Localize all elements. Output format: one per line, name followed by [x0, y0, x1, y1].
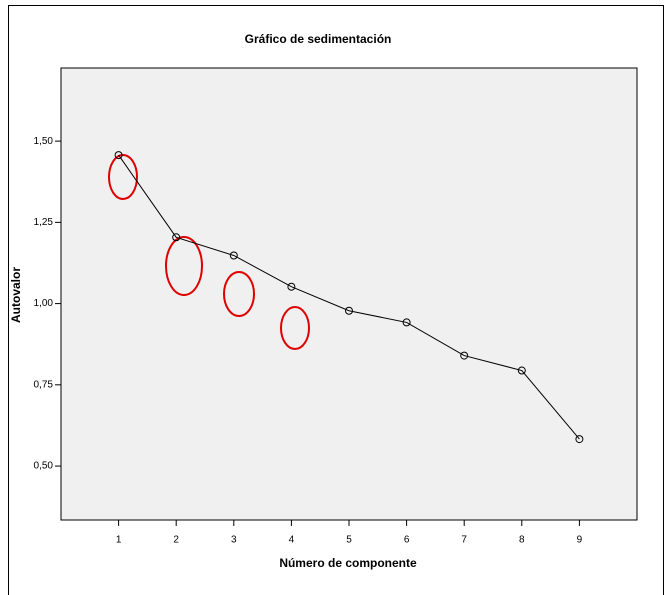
point	[114, 151, 123, 160]
point	[517, 366, 526, 375]
y-tick-label: 0,50	[34, 461, 54, 472]
annotations	[108, 154, 310, 350]
annotation-ellipse	[108, 154, 138, 200]
point	[460, 351, 469, 360]
y-axis-label: Autovalor	[9, 267, 23, 323]
y-tick-label: 1,25	[34, 217, 54, 228]
x-tick-label: 9	[577, 535, 583, 546]
x-tick-label: 3	[231, 535, 237, 546]
point	[575, 435, 584, 444]
point	[229, 251, 238, 260]
x-tick-label: 6	[404, 535, 410, 546]
x-tick-label: 5	[346, 535, 352, 546]
annotation-ellipse	[280, 306, 310, 350]
annotation-ellipse	[223, 271, 255, 317]
x-tick-label: 1	[116, 535, 122, 546]
x-tick-label: 8	[519, 535, 525, 546]
point	[172, 233, 181, 242]
x-tick-label: 4	[289, 535, 295, 546]
point	[402, 318, 411, 327]
line	[118, 154, 580, 440]
y-tick-label: 0,75	[34, 379, 54, 390]
x-tick-label: 7	[461, 535, 467, 546]
chart-title: Gráfico de sedimentación	[245, 32, 392, 46]
y-tick-label: 1,00	[34, 298, 54, 309]
annotation-ellipse	[165, 236, 203, 296]
y-tick-label: 1,50	[34, 136, 54, 147]
point	[287, 282, 296, 291]
x-axis-label: Número de componente	[279, 556, 417, 570]
point	[345, 306, 353, 315]
x-tick-label: 2	[173, 535, 179, 546]
plot-area	[60, 67, 638, 521]
